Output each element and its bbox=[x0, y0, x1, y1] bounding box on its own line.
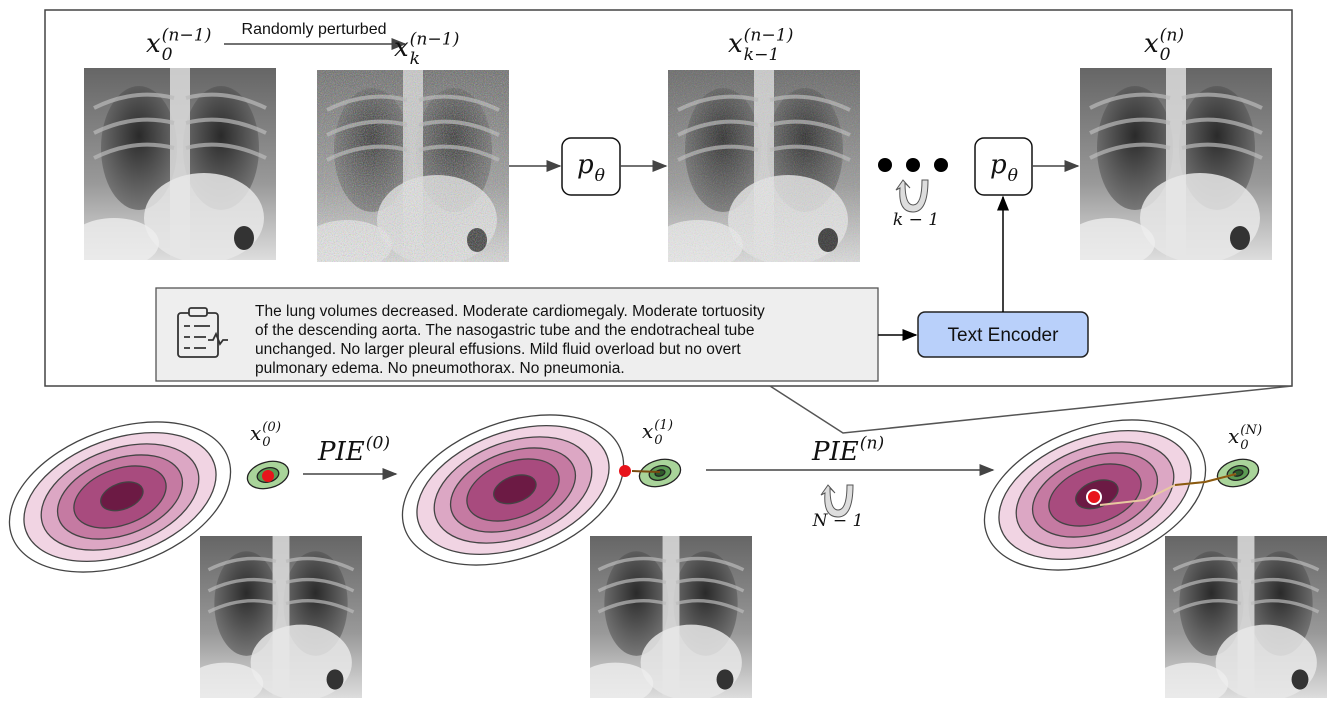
math-base: PIE bbox=[811, 437, 859, 467]
math-label: PIE (n) bbox=[811, 433, 884, 467]
math-label: x (n−1)k−1 bbox=[728, 25, 793, 65]
math-base: x bbox=[1228, 424, 1239, 448]
dot bbox=[934, 158, 948, 172]
math-subscript: 0 bbox=[162, 45, 173, 65]
report-line: The lung volumes decreased. Moderate car… bbox=[255, 303, 765, 320]
xray-image bbox=[590, 536, 752, 698]
report-line: pulmonary edema. No pneumothorax. No pne… bbox=[255, 360, 625, 377]
perturb-label: Randomly perturbed bbox=[242, 21, 387, 38]
math-subscript: θ bbox=[595, 166, 606, 186]
math-superscript: (n−1) bbox=[744, 25, 794, 45]
math-superscript: (n) bbox=[1160, 25, 1184, 45]
math-label: PIE (0) bbox=[317, 433, 390, 467]
xray-image bbox=[1080, 68, 1272, 260]
text-encoder-label: Text Encoder bbox=[948, 325, 1060, 346]
math-superscript: (0) bbox=[262, 420, 281, 435]
loop-icon bbox=[895, 179, 929, 213]
math-superscript: (N) bbox=[1240, 423, 1262, 438]
report-icon bbox=[177, 307, 228, 358]
math-superscript: (n−1) bbox=[410, 29, 460, 49]
dot bbox=[878, 158, 892, 172]
seed-region bbox=[1213, 454, 1263, 492]
noisy-image bbox=[668, 70, 860, 262]
math-label: x (0)0 bbox=[250, 420, 281, 450]
xray-image bbox=[84, 68, 276, 260]
report-line: of the descending aorta. The nasogastric… bbox=[255, 322, 755, 339]
math-subscript: k−1 bbox=[744, 45, 780, 65]
math-subscript: 0 bbox=[654, 433, 662, 448]
math-label: x (n)0 bbox=[1144, 25, 1184, 65]
report-line: unchanged. No larger pleural effusions. … bbox=[255, 341, 741, 358]
math-base: x bbox=[146, 29, 161, 59]
math-subscript: 0 bbox=[262, 435, 270, 450]
math-superscript: (n−1) bbox=[162, 25, 212, 45]
sample-point bbox=[1086, 489, 1102, 505]
math-base: x bbox=[1144, 29, 1159, 59]
dot bbox=[906, 158, 920, 172]
repeat-label: k − 1 bbox=[893, 210, 939, 230]
math-subscript: 0 bbox=[1160, 45, 1171, 65]
math-base: p bbox=[990, 150, 1007, 180]
repeat-label: N − 1 bbox=[812, 511, 864, 531]
math-superscript: (0) bbox=[366, 433, 390, 453]
math-base: x bbox=[250, 421, 261, 445]
math-base: PIE bbox=[317, 437, 365, 467]
math-superscript: (1) bbox=[654, 418, 673, 433]
loop-icon bbox=[820, 484, 854, 518]
math-label: x (N)0 bbox=[1228, 423, 1262, 453]
xray-image bbox=[200, 536, 362, 698]
math-base: x bbox=[642, 419, 653, 443]
zoom-lines bbox=[769, 385, 1293, 434]
math-superscript: (n) bbox=[860, 433, 884, 453]
sample-point bbox=[619, 465, 631, 477]
math-base: x bbox=[728, 29, 743, 59]
math-base: x bbox=[394, 33, 409, 63]
xray-image bbox=[1165, 536, 1327, 698]
math-label: x (n−1)0 bbox=[146, 25, 211, 65]
seed-region bbox=[635, 454, 685, 492]
math-subscript: θ bbox=[1008, 166, 1019, 186]
noisy-image bbox=[317, 70, 509, 262]
sample-point bbox=[262, 470, 274, 482]
math-subscript: k bbox=[410, 49, 420, 69]
math-label: x (1)0 bbox=[642, 418, 673, 448]
step-arrow bbox=[631, 470, 661, 473]
math-base: p bbox=[577, 150, 594, 180]
math-label: x (n−1)k bbox=[394, 29, 459, 69]
math-subscript: 0 bbox=[1240, 438, 1248, 453]
report-box bbox=[155, 287, 879, 382]
trajectory bbox=[1174, 473, 1237, 486]
